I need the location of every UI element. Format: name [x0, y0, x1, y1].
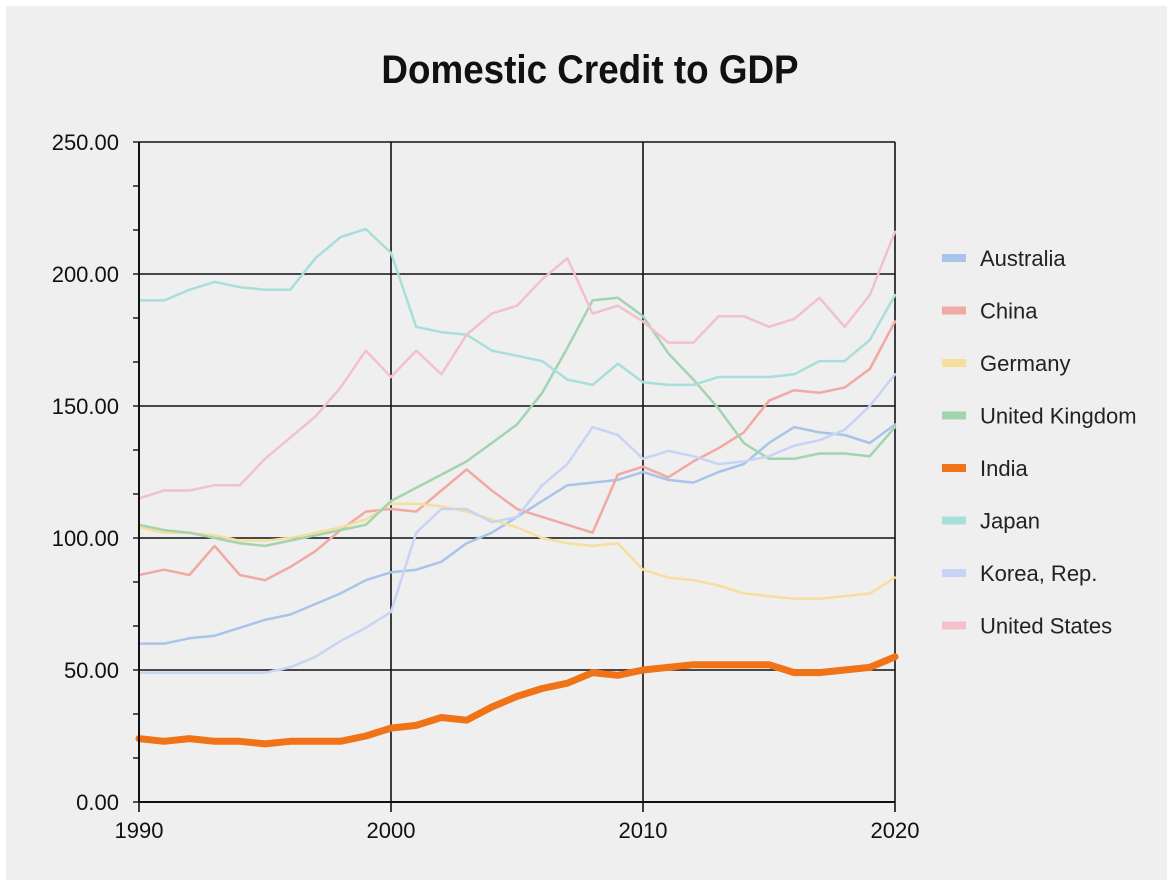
x-tick-label: 2000 [367, 818, 416, 843]
series-line-korea-rep [137, 373, 897, 674]
legend-label-japan: Japan [980, 509, 1040, 534]
y-tick-label: 50.00 [64, 658, 119, 683]
series-line-japan [137, 227, 897, 387]
legend: Australia China Germany United Kingdom India… [942, 246, 1137, 639]
series-line-united-states [137, 230, 897, 500]
legend-swatch-korea-rep [942, 569, 966, 577]
legend-swatch-united-states [942, 621, 966, 630]
legend-swatch-germany [942, 359, 966, 367]
y-tick-label: 150.00 [52, 394, 119, 419]
x-tick-label: 1990 [115, 818, 164, 843]
legend-label-china: China [980, 299, 1038, 324]
series-line-united-kingdom [137, 296, 897, 548]
legend-swatch-japan [942, 516, 966, 525]
series-layer [135, 227, 899, 748]
x-axis-tick-labels: 1990 2000 2010 2020 [115, 818, 920, 843]
y-tick-label: 200.00 [52, 262, 119, 287]
series-line-australia [137, 423, 897, 645]
y-tick-label: 100.00 [52, 526, 119, 551]
legend-label-united-kingdom: United Kingdom [980, 404, 1137, 429]
series-line-india [135, 653, 899, 748]
axes [138, 142, 895, 803]
y-axis-tick-labels: 0.00 50.00 100.00 150.00 200.00 250.00 [52, 130, 119, 815]
series-line-germany [137, 502, 897, 600]
series-line-china [137, 320, 897, 582]
chart-background [6, 6, 1167, 880]
legend-swatch-united-kingdom [942, 411, 966, 420]
legend-swatch-china [942, 306, 966, 315]
legend-swatch-australia [942, 254, 966, 262]
x-tick-label: 2010 [619, 818, 668, 843]
legend-swatch-india [942, 464, 966, 472]
legend-label-australia: Australia [980, 246, 1066, 271]
legend-label-united-states: United States [980, 614, 1112, 639]
chart-title: Domestic Credit to GDP [381, 48, 799, 92]
legend-label-korea-rep: Korea, Rep. [980, 561, 1097, 586]
y-tick-label: 250.00 [52, 130, 119, 155]
legend-label-germany: Germany [980, 351, 1070, 376]
legend-label-india: India [980, 456, 1028, 481]
y-tick-label: 0.00 [76, 790, 119, 815]
x-tick-label: 2020 [871, 818, 920, 843]
